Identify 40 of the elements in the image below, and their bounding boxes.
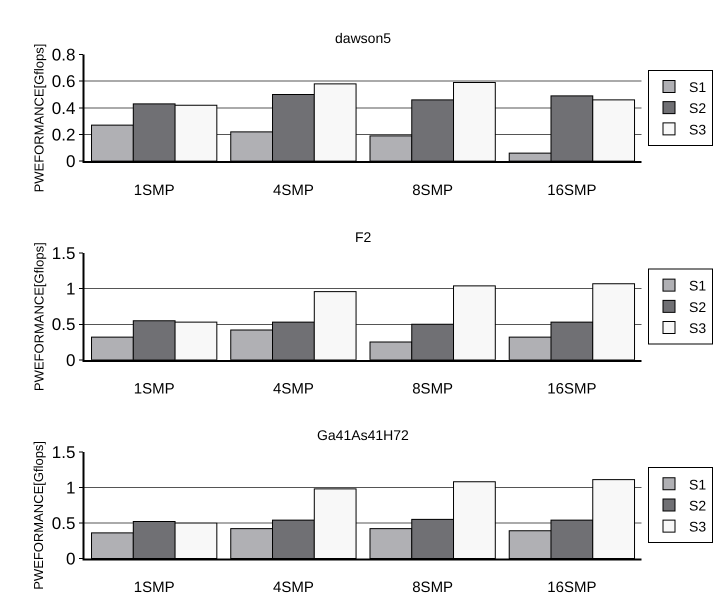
x-tick-label: 1SMP <box>134 182 175 199</box>
x-tick-label: 8SMP <box>412 182 454 199</box>
y-tick-label: 0 <box>66 549 76 568</box>
legend-label: S1 <box>689 278 706 294</box>
y-tick-label: 0.8 <box>52 46 76 64</box>
x-tick-label: 4SMP <box>272 380 314 398</box>
legend-label: S1 <box>689 78 706 95</box>
x-tick-label: 16SMP <box>547 579 596 596</box>
legend-label: S3 <box>689 320 706 336</box>
y-tick-label: 0.5 <box>52 315 76 334</box>
y-axis-title: PWEFORMANCE[Gflops] <box>31 440 46 590</box>
y-tick-label: 1.5 <box>52 244 76 264</box>
x-tick-label: 16SMP <box>547 380 596 398</box>
y-tick-label: 0.6 <box>52 72 76 92</box>
legend-label: S1 <box>689 476 706 492</box>
y-tick-label: 1 <box>66 478 76 498</box>
x-tick-label: 4SMP <box>272 182 314 199</box>
chart-title: F2 <box>355 229 372 245</box>
x-tick-label: 1SMP <box>134 380 175 398</box>
legend-label: S3 <box>689 518 706 535</box>
y-tick-label: 0 <box>66 350 76 370</box>
x-tick-label: 8SMP <box>412 380 454 398</box>
y-axis-title: PWEFORMANCE[Gflops] <box>31 44 46 192</box>
legend-label: S2 <box>689 100 706 116</box>
x-tick-label: 1SMP <box>134 579 175 596</box>
y-tick-label: 1 <box>66 280 76 299</box>
y-tick-label: 0 <box>66 152 76 172</box>
x-tick-label: 4SMP <box>272 579 314 596</box>
y-axis-title: PWEFORMANCE[Gflops] <box>32 242 47 392</box>
x-tick-label: 16SMP <box>547 182 596 199</box>
chart-title: dawson5 <box>335 30 392 46</box>
legend-label: S2 <box>689 497 706 514</box>
chart-title: Ga41As41H72 <box>317 427 410 443</box>
y-tick-label: 0.5 <box>52 514 76 533</box>
legend-label: S3 <box>689 121 706 138</box>
y-tick-label: 0.4 <box>52 98 76 118</box>
legend-label: S2 <box>689 298 706 315</box>
y-tick-label: 0.2 <box>52 125 76 144</box>
x-tick-label: 8SMP <box>412 579 454 596</box>
y-tick-label: 1.5 <box>52 442 76 462</box>
